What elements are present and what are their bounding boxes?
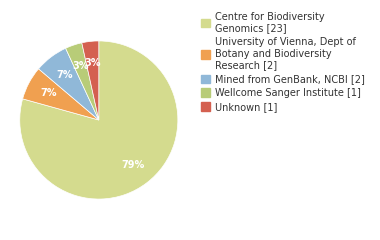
Text: 7%: 7% bbox=[56, 70, 73, 80]
Text: 3%: 3% bbox=[84, 58, 101, 68]
Wedge shape bbox=[66, 43, 99, 120]
Text: 7%: 7% bbox=[40, 88, 57, 98]
Wedge shape bbox=[23, 69, 99, 120]
Wedge shape bbox=[38, 48, 99, 120]
Wedge shape bbox=[20, 41, 178, 199]
Text: 3%: 3% bbox=[72, 61, 89, 71]
Text: 79%: 79% bbox=[122, 160, 145, 170]
Legend: Centre for Biodiversity
Genomics [23], University of Vienna, Dept of
Botany and : Centre for Biodiversity Genomics [23], U… bbox=[199, 10, 367, 114]
Wedge shape bbox=[82, 41, 99, 120]
